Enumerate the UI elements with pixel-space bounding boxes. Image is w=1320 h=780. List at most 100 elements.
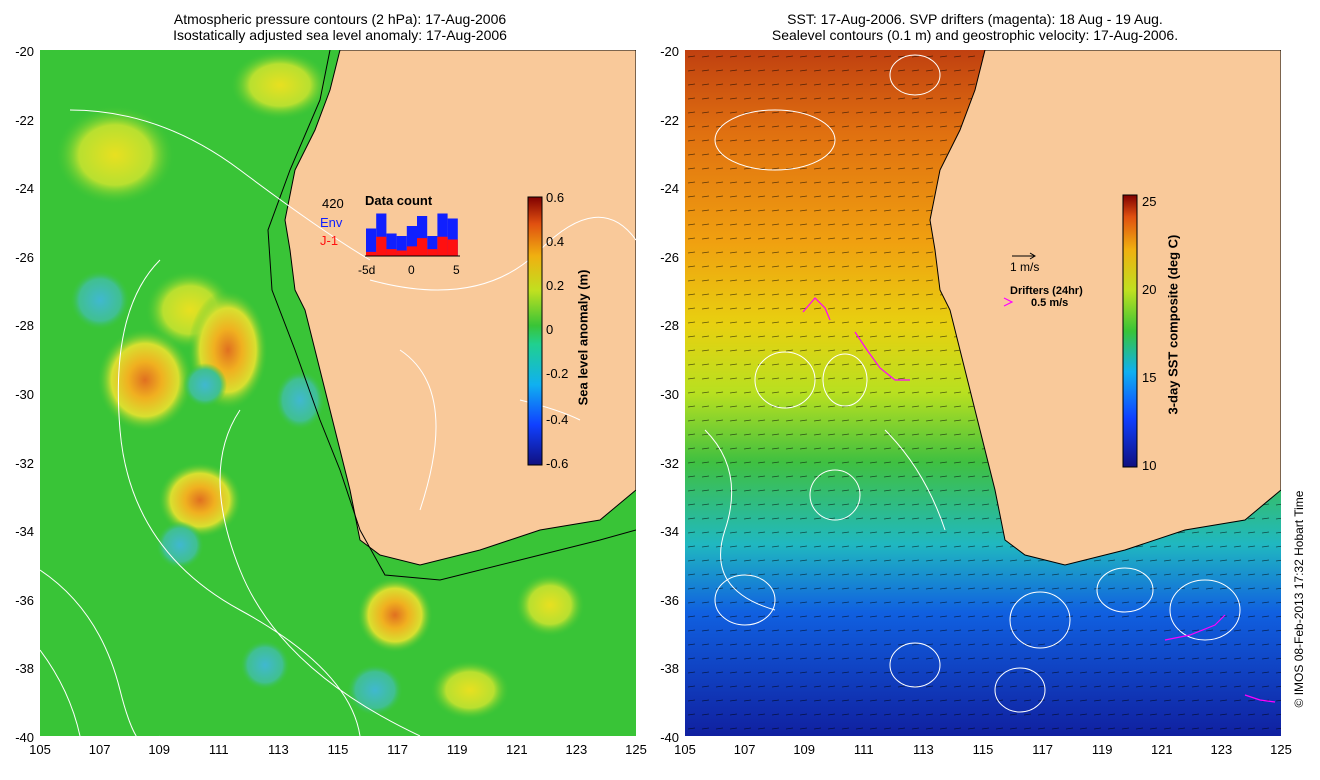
- left-title-line2: Isostatically adjusted sea level anomaly…: [173, 27, 507, 43]
- lat-tick-label: -22: [15, 112, 34, 128]
- inset-j1-bar: [417, 238, 428, 256]
- inset-env-bar: [376, 213, 387, 256]
- lat-tick-label: -28: [660, 318, 679, 334]
- inset-j1-bar: [447, 239, 458, 256]
- left-cb-tick-5: -0.2: [546, 366, 569, 381]
- inset-env-label: Env: [320, 215, 343, 230]
- drifters-label: Drifters (24hr): [1010, 285, 1083, 297]
- lat-tick-label: -28: [15, 318, 34, 334]
- left-cb-tick-3: 0.2: [546, 278, 565, 293]
- drifters-scale-label: 0.5 m/s: [1031, 297, 1069, 309]
- inset-j1-label: J-1: [320, 233, 338, 248]
- left-colorbar-label: Sea level anomaly (m): [575, 269, 591, 406]
- lat-tick-label: -20: [660, 44, 679, 59]
- right-title-line2: Sealevel contours (0.1 m) and geostrophi…: [771, 27, 1179, 43]
- inset-env-bar: [366, 228, 377, 256]
- inset-xtick-1: -5d: [358, 263, 375, 277]
- inset-env-bar: [447, 218, 458, 256]
- right-land: [929, 50, 1281, 566]
- right-title-line1: SST: 17-Aug-2006. SVP drifters (magenta)…: [787, 11, 1163, 27]
- lat-tick-label: -20: [15, 44, 34, 59]
- inset-env-bar: [427, 236, 438, 256]
- inset-xtick-3: 5: [453, 263, 460, 277]
- lon-tick-label: 105: [674, 742, 696, 757]
- drifter-tracks: [802, 297, 1276, 703]
- left-colorbar: [527, 196, 543, 466]
- inset-j1-bar: [376, 236, 387, 256]
- left-title-line1: Atmospheric pressure contours (2 hPa): 1…: [173, 11, 507, 27]
- lon-tick-label: 107: [733, 742, 756, 757]
- right-cb-tick-1: 25: [1142, 194, 1157, 209]
- lat-tick-label: -22: [660, 112, 679, 128]
- lon-tick-label: 111: [208, 742, 229, 757]
- left-cb-tick-7: -0.6: [546, 456, 569, 471]
- lat-tick-label: -32: [660, 455, 679, 471]
- inset-title: Data count: [365, 193, 433, 208]
- lat-tick-label: -24: [660, 181, 679, 197]
- inset-env-bar: [417, 216, 428, 256]
- inset-j1-bar: [386, 249, 397, 256]
- lon-tick-label: 113: [268, 742, 289, 757]
- left-cb-tick-2: 0.4: [546, 234, 565, 249]
- lon-tick-label: 109: [148, 742, 171, 757]
- lon-tick-label: 105: [29, 742, 51, 757]
- lat-tick-label: -36: [660, 592, 679, 608]
- lat-tick-label: -30: [15, 387, 34, 402]
- inset-env-bar: [396, 236, 407, 256]
- inset-j1-bar: [396, 250, 407, 256]
- right-colorbar: [1122, 194, 1138, 468]
- lon-tick-label: 119: [1091, 742, 1113, 757]
- lon-tick-label: 125: [625, 742, 647, 757]
- inset-j1-bar: [366, 251, 377, 256]
- lat-tick-label: -34: [15, 524, 34, 540]
- inset-xtick-2: 0: [408, 263, 415, 277]
- lon-tick-label: 121: [505, 742, 528, 757]
- lat-tick-label: -36: [15, 592, 34, 608]
- inset-j1-bar: [406, 246, 417, 256]
- lon-tick-label: 111: [853, 742, 874, 757]
- left-cb-tick-1: 0.6: [546, 190, 565, 205]
- inset-env-bar: [406, 226, 417, 256]
- inset-j1-bar: [427, 249, 438, 256]
- lat-tick-label: -30: [660, 387, 679, 402]
- lon-tick-label: 125: [1270, 742, 1292, 757]
- lon-tick-label: 115: [327, 742, 349, 757]
- left-panel-title: Atmospheric pressure contours (2 hPa): 1…: [60, 11, 620, 43]
- left-map: 420 Env J-1 Data count -5d 0 5: [40, 50, 636, 736]
- lat-tick-label: -40: [660, 730, 679, 745]
- velocity-scale-label: 1 m/s: [1010, 260, 1040, 274]
- lon-tick-label: 113: [913, 742, 934, 757]
- inset-env-bar: [437, 213, 448, 256]
- lat-tick-label: -26: [15, 249, 34, 265]
- lon-tick-label: 109: [793, 742, 816, 757]
- lon-tick-label: 117: [1032, 742, 1053, 757]
- right-panel-title: SST: 17-Aug-2006. SVP drifters (magenta)…: [690, 11, 1260, 43]
- right-map: [685, 50, 1281, 736]
- right-cb-tick-3: 15: [1142, 370, 1157, 385]
- credit-text: © IMOS 08-Feb-2013 17:32 Hobart Time: [1292, 490, 1306, 708]
- lon-tick-label: 119: [446, 742, 468, 757]
- right-colorbar-label: 3-day SST composite (deg C): [1165, 234, 1181, 415]
- inset-env-bar: [386, 233, 397, 256]
- lon-tick-label: 121: [1150, 742, 1173, 757]
- right-cb-tick-2: 20: [1142, 282, 1157, 297]
- lat-tick-label: -38: [15, 661, 34, 677]
- data-count-inset: 420 Env J-1 Data count -5d 0 5: [320, 193, 460, 277]
- lat-tick-label: -26: [660, 249, 679, 265]
- lon-tick-label: 123: [1210, 742, 1233, 757]
- left-land: [284, 50, 636, 566]
- lat-tick-label: -40: [15, 730, 34, 745]
- lon-tick-label: 123: [565, 742, 588, 757]
- right-cb-tick-4: 10: [1142, 458, 1157, 473]
- lat-tick-label: -32: [15, 455, 34, 471]
- inset-count: 420: [322, 196, 344, 211]
- lon-tick-label: 107: [88, 742, 111, 757]
- inset-j1-bar: [437, 236, 448, 256]
- left-cb-tick-4: 0: [546, 322, 554, 337]
- lat-tick-label: -34: [660, 524, 679, 540]
- lon-tick-label: 115: [972, 742, 994, 757]
- left-cb-tick-6: -0.4: [546, 412, 569, 427]
- lon-tick-label: 117: [387, 742, 408, 757]
- lat-tick-label: -38: [660, 661, 679, 677]
- lat-tick-label: -24: [15, 181, 34, 197]
